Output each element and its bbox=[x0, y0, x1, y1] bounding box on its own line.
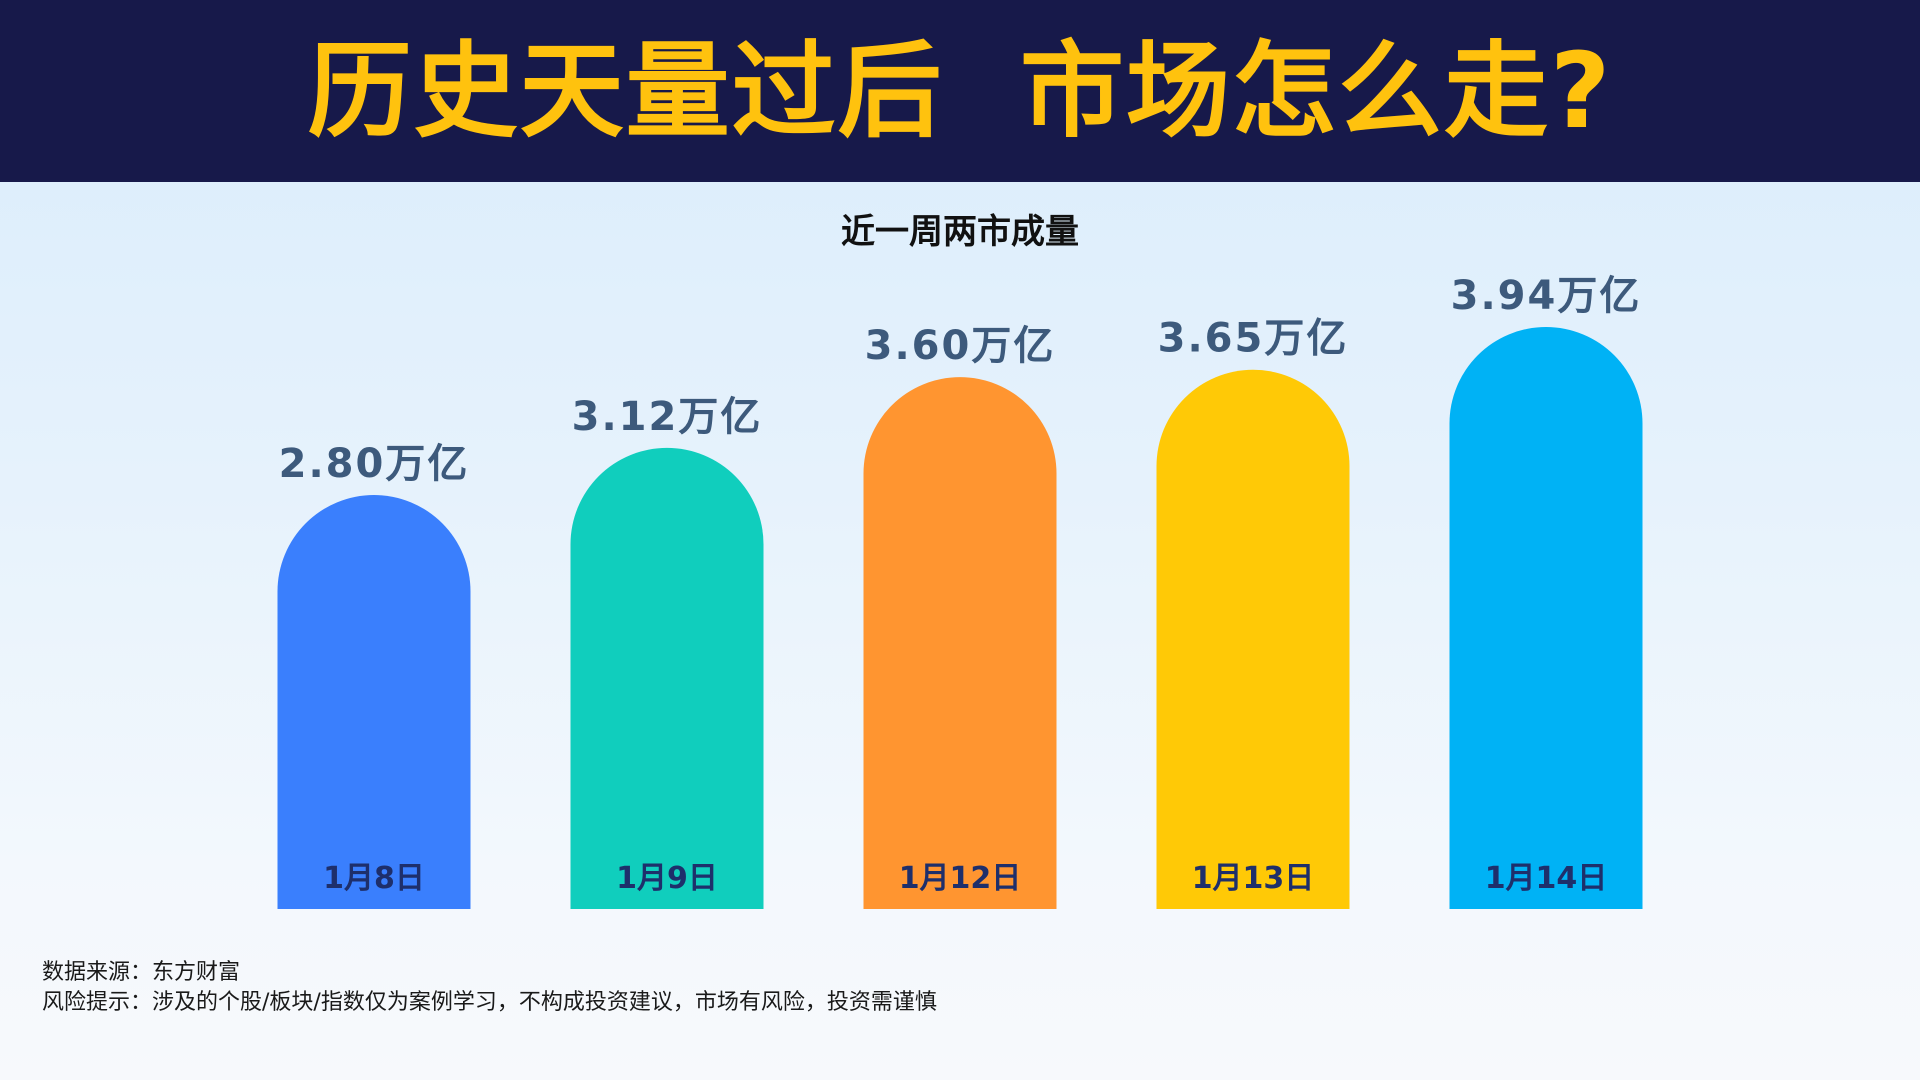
value-label-1: 2.80万亿 bbox=[279, 441, 470, 487]
category-label-2: 1月9日 bbox=[616, 861, 718, 896]
page-title: 历史天量过后 市场怎么走? bbox=[307, 30, 1613, 152]
bar-5 bbox=[1449, 326, 1643, 909]
value-label-2: 3.12万亿 bbox=[572, 394, 763, 440]
bar-2 bbox=[570, 447, 764, 909]
value-label-3: 3.60万亿 bbox=[865, 323, 1056, 369]
risk-disclaimer: 风险提示：涉及的个股/板块/指数仅为案例学习，不构成投资建议，市场有风险，投资需… bbox=[42, 990, 937, 1015]
value-label-4: 3.65万亿 bbox=[1158, 316, 1349, 362]
category-label-4: 1月13日 bbox=[1192, 861, 1315, 896]
header-banner: 历史天量过后 市场怎么走? bbox=[0, 0, 1920, 182]
chart-title: 近一周两市成量 bbox=[841, 212, 1079, 252]
category-label-5: 1月14日 bbox=[1485, 861, 1608, 896]
bar-4 bbox=[1156, 369, 1350, 910]
value-label-5: 3.94万亿 bbox=[1451, 273, 1642, 319]
data-source-note: 数据来源：东方财富 bbox=[42, 960, 241, 985]
category-label-1: 1月8日 bbox=[323, 861, 425, 896]
footer-notes: 数据来源：东方财富 风险提示：涉及的个股/板块/指数仅为案例学习，不构成投资建议… bbox=[42, 958, 937, 1018]
category-label-3: 1月12日 bbox=[899, 861, 1022, 896]
bar-3 bbox=[863, 377, 1057, 910]
bar-1 bbox=[277, 494, 471, 909]
